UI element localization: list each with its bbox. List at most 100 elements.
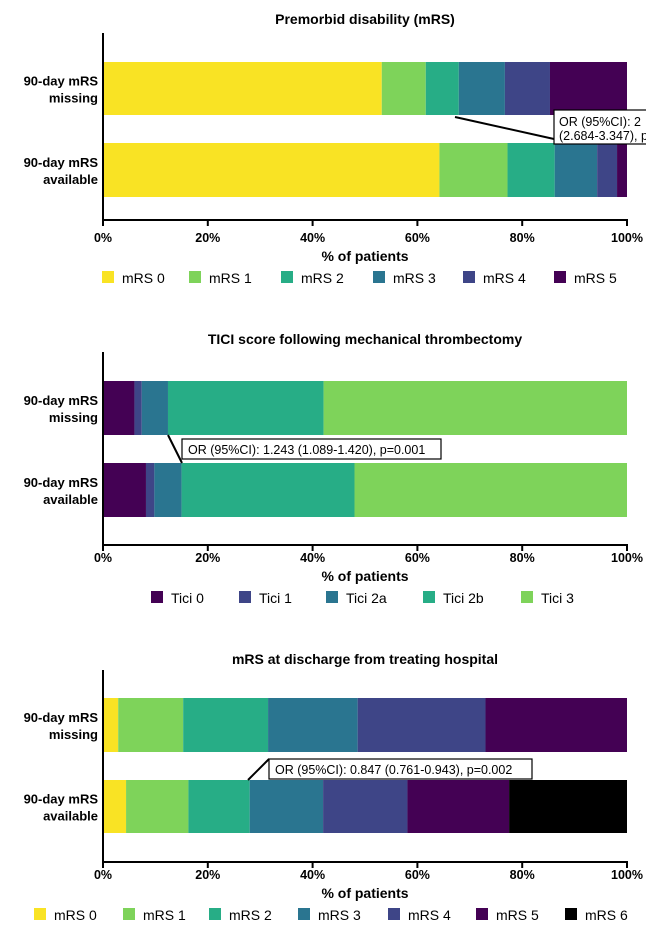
x-tick-label: 20%	[195, 231, 220, 245]
legend-swatch	[34, 908, 46, 920]
legend-label: mRS 3	[393, 270, 436, 286]
bar-segment	[134, 381, 142, 435]
x-tick-label: 0%	[94, 868, 112, 882]
category-label: available	[43, 492, 98, 507]
annotation-text: OR (95%CI): 0.847 (0.761-0.943), p=0.002	[275, 763, 512, 777]
x-tick-label: 80%	[510, 551, 535, 565]
annotation-leader	[454, 116, 555, 140]
category-label: 90-day mRS	[24, 155, 99, 170]
bar-segment	[617, 143, 627, 197]
legend-swatch	[388, 908, 400, 920]
chart-title: TICI score following mechanical thrombec…	[208, 331, 522, 347]
bar-segment	[154, 463, 182, 517]
annotation-box	[181, 438, 442, 460]
legend-label: Tici 2b	[443, 590, 484, 606]
category-label: 90-day mRS	[24, 74, 99, 89]
bar-segment	[188, 780, 250, 833]
legend-label: mRS 6	[585, 907, 628, 923]
bar-segment	[103, 780, 127, 833]
legend-label: mRS 0	[122, 270, 165, 286]
category-label: missing	[49, 727, 98, 742]
legend-label: Tici 1	[259, 590, 292, 606]
bar-segment	[103, 381, 135, 435]
legend-label: mRS 0	[54, 907, 97, 923]
bar-segment	[183, 698, 269, 752]
bar-segment	[507, 143, 555, 197]
annotation-box	[553, 109, 646, 145]
chart-2: TICI score following mechanical thrombec…	[24, 331, 643, 606]
legend-swatch	[123, 908, 135, 920]
legend-label: mRS 2	[301, 270, 344, 286]
bar-segment	[118, 698, 184, 752]
x-tick-label: 0%	[94, 551, 112, 565]
x-tick-label: 60%	[405, 868, 430, 882]
legend-label: mRS 5	[574, 270, 617, 286]
bar-segment	[407, 780, 510, 833]
x-tick-label: 20%	[195, 868, 220, 882]
legend-label: mRS 1	[143, 907, 186, 923]
category-label: 90-day mRS	[24, 475, 99, 490]
bar-segment	[509, 780, 627, 833]
x-axis-label: % of patients	[321, 568, 408, 584]
x-tick-label: 60%	[405, 551, 430, 565]
x-tick-label: 0%	[94, 231, 112, 245]
legend-swatch	[102, 271, 114, 283]
x-tick-label: 60%	[405, 231, 430, 245]
bar-segment	[126, 780, 189, 833]
legend-swatch	[209, 908, 221, 920]
legend-swatch	[151, 591, 163, 603]
bar-segment	[357, 698, 486, 752]
legend-label: mRS 3	[318, 907, 361, 923]
legend-swatch	[476, 908, 488, 920]
legend-label: Tici 0	[171, 590, 204, 606]
bar-segment	[181, 463, 355, 517]
bar-segment	[354, 463, 627, 517]
legend-swatch	[281, 271, 293, 283]
bar-segment	[381, 62, 426, 115]
legend-label: mRS 2	[229, 907, 272, 923]
bar-segment	[504, 62, 550, 115]
bar-segment	[323, 381, 627, 435]
bar-segment	[103, 463, 146, 517]
x-tick-label: 40%	[300, 231, 325, 245]
bar-segment	[141, 381, 168, 435]
legend-swatch	[463, 271, 475, 283]
bar-segment	[439, 143, 508, 197]
bar-segment	[145, 463, 155, 517]
legend-swatch	[373, 271, 385, 283]
category-label: 90-day mRS	[24, 710, 99, 725]
bar-segment	[249, 780, 324, 833]
bar-segment	[458, 62, 505, 115]
legend-label: mRS 4	[408, 907, 451, 923]
bar-segment	[597, 143, 618, 197]
annotation-leader	[247, 758, 270, 781]
legend-label: Tici 3	[541, 590, 574, 606]
bar-segment	[103, 143, 440, 197]
bar-segment	[554, 143, 598, 197]
legend-label: mRS 5	[496, 907, 539, 923]
category-label: available	[43, 172, 98, 187]
annotation-text: (2.684-3.347), p	[559, 129, 646, 143]
x-tick-label: 80%	[510, 231, 535, 245]
annotation-leader	[167, 434, 183, 464]
bar-segment	[268, 698, 358, 752]
bar-segment	[425, 62, 459, 115]
bar-segment	[323, 780, 408, 833]
legend-swatch	[565, 908, 577, 920]
chart-1: Premorbid disability (mRS) 90-day mRS miss…	[24, 11, 646, 286]
legend-swatch	[298, 908, 310, 920]
bar-segment	[103, 698, 119, 752]
x-tick-label: 100%	[611, 551, 643, 565]
annotation-text: OR (95%CI): 1.243 (1.089-1.420), p=0.001	[188, 443, 425, 457]
category-label: 90-day mRS	[24, 792, 99, 807]
legend-swatch	[521, 591, 533, 603]
chart-3: mRS at discharge from treating hospital 9…	[24, 651, 643, 923]
category-label: 90-day mRS	[24, 393, 99, 408]
annotation-box	[268, 758, 533, 780]
bar-segment	[103, 62, 382, 115]
x-tick-label: 40%	[300, 868, 325, 882]
x-tick-label: 80%	[510, 868, 535, 882]
chart-title: Premorbid disability (mRS)	[275, 11, 455, 27]
annotation-text: OR (95%CI): 2	[559, 115, 641, 129]
